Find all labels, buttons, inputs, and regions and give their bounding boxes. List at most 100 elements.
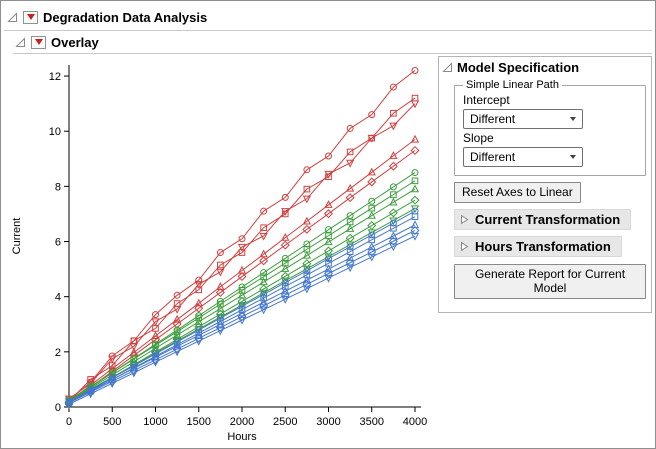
red-triangle-menu-icon[interactable] bbox=[31, 35, 46, 49]
marker-square bbox=[217, 261, 224, 269]
marker-diamond bbox=[388, 161, 398, 171]
marker-triangle-down bbox=[302, 285, 312, 294]
marker-circle bbox=[281, 193, 289, 201]
marker-circle bbox=[260, 207, 268, 215]
marker-triangle-down bbox=[389, 122, 398, 131]
simple-linear-path-label: Simple Linear Path bbox=[466, 79, 559, 91]
chevron-down-icon bbox=[570, 117, 576, 121]
disclosure-expanded-icon[interactable] bbox=[442, 62, 453, 73]
marker-diamond bbox=[367, 247, 377, 257]
x-tick-label: 0 bbox=[66, 416, 72, 428]
marker-circle bbox=[216, 249, 224, 257]
intercept-label: Intercept bbox=[463, 93, 510, 107]
marker-triangle-down bbox=[237, 243, 247, 252]
marker-triangle-down bbox=[194, 337, 203, 346]
marker-triangle bbox=[259, 297, 268, 306]
marker-diamond bbox=[150, 335, 161, 345]
divider bbox=[13, 53, 652, 54]
marker-triangle bbox=[302, 275, 312, 284]
y-tick-label: 4 bbox=[55, 292, 61, 304]
marker-square bbox=[260, 273, 267, 281]
marker-triangle-down bbox=[324, 170, 333, 179]
slope-dropdown[interactable]: Different bbox=[463, 147, 583, 167]
marker-circle bbox=[173, 291, 181, 299]
x-tick-label: 500 bbox=[103, 416, 121, 428]
series-line-red-1 bbox=[68, 70, 416, 401]
marker-triangle bbox=[410, 184, 420, 193]
disclosure-collapsed-icon[interactable] bbox=[459, 241, 470, 252]
marker-triangle-down bbox=[129, 343, 139, 351]
disclosure-collapsed-icon[interactable] bbox=[459, 214, 470, 225]
red-triangle-menu-icon[interactable] bbox=[23, 10, 38, 24]
marker-triangle bbox=[281, 286, 290, 295]
marker-diamond bbox=[237, 272, 247, 282]
simple-linear-path-group: Simple Linear Path Intercept Different S… bbox=[454, 79, 646, 176]
marker-diamond bbox=[345, 258, 355, 268]
marker-triangle-down bbox=[108, 355, 117, 364]
marker-square bbox=[281, 283, 289, 290]
current-transformation-header[interactable]: Current Transformation bbox=[454, 209, 632, 230]
series-line-blue-4 bbox=[68, 230, 416, 404]
marker-diamond bbox=[259, 256, 269, 266]
marker-triangle bbox=[410, 220, 420, 229]
slope-label: Slope bbox=[463, 131, 494, 145]
chevron-down-icon bbox=[570, 155, 576, 159]
marker-triangle bbox=[367, 167, 376, 176]
marker-diamond bbox=[410, 145, 420, 156]
y-tick-label: 10 bbox=[49, 126, 61, 138]
marker-triangle bbox=[324, 237, 333, 246]
marker-triangle bbox=[410, 134, 420, 143]
marker-triangle bbox=[389, 231, 398, 240]
marker-triangle bbox=[216, 319, 225, 328]
marker-square bbox=[260, 224, 267, 232]
x-tick-label: 1000 bbox=[143, 416, 167, 428]
marker-circle bbox=[389, 183, 397, 191]
marker-triangle bbox=[302, 250, 312, 259]
marker-circle bbox=[389, 83, 397, 91]
overlay-degradation-plot[interactable]: 0 2 4 6 8 10 12 0 500 1000 1500 2000 2500 3000 3500 400… bbox=[7, 57, 431, 449]
marker-triangle bbox=[172, 314, 182, 323]
x-tick-label: 4000 bbox=[403, 416, 427, 428]
intercept-dropdown[interactable]: Different bbox=[463, 109, 583, 129]
marker-triangle-down bbox=[259, 232, 268, 241]
marker-square bbox=[390, 191, 397, 198]
marker-triangle bbox=[389, 151, 398, 159]
marker-diamond bbox=[280, 240, 290, 250]
disclosure-expanded-icon[interactable] bbox=[7, 11, 18, 23]
marker-diamond bbox=[345, 193, 355, 203]
marker-triangle bbox=[281, 264, 290, 272]
marker-square bbox=[390, 109, 397, 117]
marker-circle bbox=[325, 255, 332, 263]
marker-triangle-down bbox=[216, 268, 225, 277]
generate-report-button[interactable]: Generate Report for Current Model bbox=[454, 264, 646, 299]
marker-triangle-down bbox=[367, 229, 376, 238]
x-tick-label: 3500 bbox=[360, 416, 384, 428]
marker-diamond bbox=[367, 177, 377, 187]
marker-triangle-down bbox=[86, 390, 95, 399]
plot-axes bbox=[68, 65, 421, 408]
disclosure-expanded-icon[interactable] bbox=[15, 36, 26, 48]
marker-triangle-down bbox=[410, 232, 420, 241]
marker-square bbox=[303, 271, 311, 279]
series-line-red-5 bbox=[68, 150, 416, 404]
current-transformation-title: Current Transformation bbox=[475, 212, 621, 227]
marker-circle bbox=[303, 166, 311, 174]
marker-square bbox=[411, 213, 419, 220]
model-specification-body: Simple Linear Path Intercept Different S… bbox=[454, 79, 646, 305]
marker-circle bbox=[368, 197, 376, 205]
marker-diamond bbox=[323, 269, 334, 279]
red-triangle-glyph bbox=[26, 14, 35, 20]
marker-square bbox=[346, 148, 354, 156]
marker-diamond bbox=[194, 303, 204, 313]
reset-axes-button[interactable]: Reset Axes to Linear bbox=[454, 182, 581, 203]
marker-square bbox=[195, 314, 203, 322]
y-tick-label: 0 bbox=[55, 402, 61, 414]
marker-triangle-down bbox=[151, 318, 160, 327]
marker-square bbox=[411, 177, 419, 185]
hours-transformation-header[interactable]: Hours Transformation bbox=[454, 236, 622, 257]
marker-triangle-down bbox=[172, 348, 182, 357]
marker-triangle-down bbox=[129, 369, 139, 378]
marker-circle bbox=[346, 243, 354, 251]
marker-circle bbox=[325, 152, 332, 160]
marker-triangle-down bbox=[237, 317, 247, 325]
